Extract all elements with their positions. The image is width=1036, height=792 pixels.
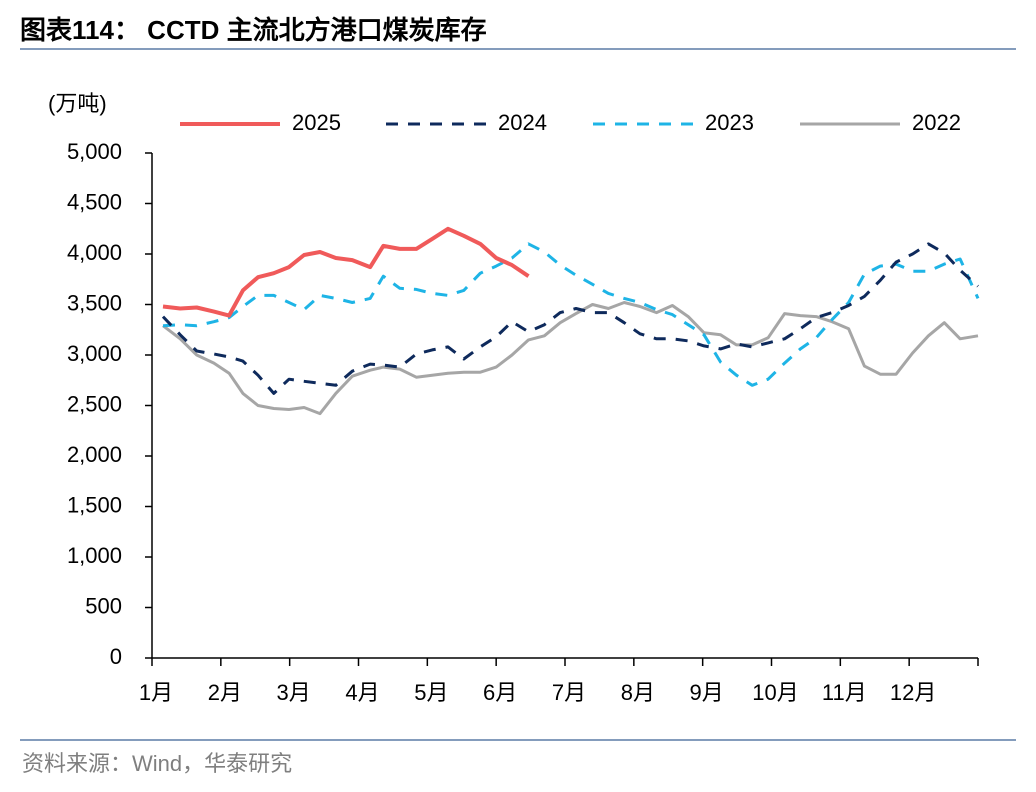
x-tick-label: 12月 <box>890 680 936 705</box>
y-tick-label: 500 <box>85 593 122 618</box>
x-tick-label: 4月 <box>345 680 379 705</box>
legend-label: 2023 <box>705 110 754 135</box>
x-tick-label: 6月 <box>483 680 517 705</box>
y-tick-label: 2,500 <box>67 391 122 416</box>
series-line <box>162 301 979 416</box>
x-tick-label: 8月 <box>621 680 655 705</box>
x-tick-label: 5月 <box>414 680 448 705</box>
source-note: 资料来源：Wind，华泰研究 <box>22 751 292 776</box>
legend-label: 2024 <box>498 110 547 135</box>
series-line <box>162 226 530 318</box>
y-tick-label: 5,000 <box>67 139 122 164</box>
series-line <box>161 242 980 395</box>
x-tick-label: 7月 <box>552 680 586 705</box>
y-tick-label: 3,000 <box>67 341 122 366</box>
x-tick-label: 10月 <box>752 680 798 705</box>
x-tick-label: 9月 <box>690 680 724 705</box>
y-tick-label: 1,000 <box>67 543 122 568</box>
y-axis-unit: (万吨) <box>48 91 107 116</box>
x-tick-label: 11月 <box>822 680 867 705</box>
legend-label: 2025 <box>292 110 341 135</box>
x-tick-label: 2月 <box>208 680 242 705</box>
y-tick-label: 0 <box>110 644 122 669</box>
chart-title: 图表114： CCTD 主流北方港口煤炭库存 <box>20 15 487 45</box>
y-tick-label: 4,000 <box>67 240 122 265</box>
x-tick-label: 1月 <box>139 680 173 705</box>
legend-label: 2022 <box>912 110 961 135</box>
y-tick-label: 3,500 <box>67 290 122 315</box>
series-line <box>162 242 980 387</box>
x-tick-label: 3月 <box>277 680 311 705</box>
y-tick-label: 1,500 <box>67 492 122 517</box>
y-tick-label: 4,500 <box>67 189 122 214</box>
y-tick-label: 2,000 <box>67 442 122 467</box>
